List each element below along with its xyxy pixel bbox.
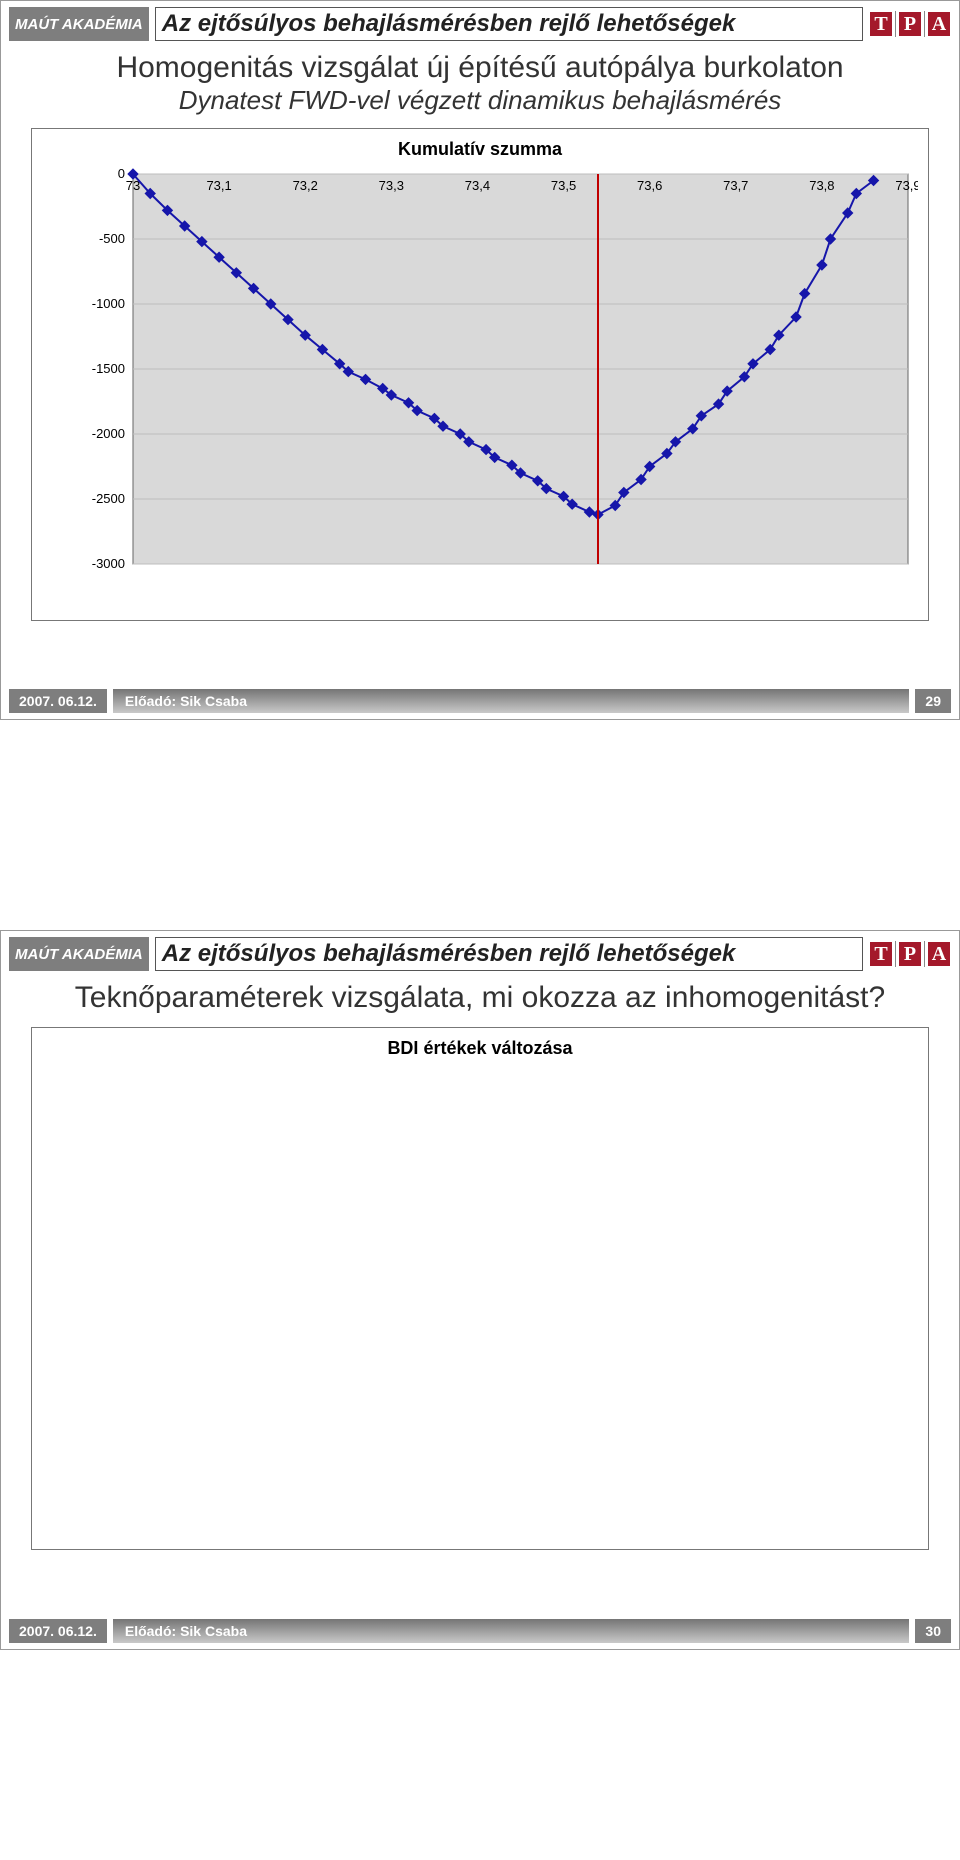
heading-block: Teknőparaméterek vizsgálata, mi okozza a… — [1, 973, 959, 1017]
heading-main: Homogenitás vizsgálat új építésű autópál… — [41, 51, 919, 85]
chart-2-frame: BDI értékek változása — [31, 1027, 929, 1550]
logo-letter-a: A — [927, 941, 951, 967]
topbar: MAÚT AKADÉMIA Az ejtősúlyos behajlásméré… — [1, 931, 959, 973]
logo-tpa: T P A — [869, 937, 951, 971]
footer: 2007. 06.12. Előadó: Sik Csaba 30 — [9, 1619, 951, 1643]
svg-text:-500: -500 — [99, 231, 125, 246]
footer-num: 30 — [915, 1619, 951, 1643]
svg-text:73,7: 73,7 — [723, 178, 748, 193]
logo-letter-p: P — [898, 11, 922, 37]
svg-text:73,1: 73,1 — [206, 178, 231, 193]
svg-text:-1000: -1000 — [92, 296, 125, 311]
heading-sub: Dynatest FWD-vel végzett dinamikus behaj… — [41, 85, 919, 116]
top-title: Az ejtősúlyos behajlásmérésben rejlő leh… — [162, 10, 736, 38]
chart-1-frame: Kumulatív szumma 0 -500 -1000 -1500 -2000 -25… — [31, 128, 929, 621]
top-title-cell: Az ejtősúlyos behajlásmérésben rejlő leh… — [155, 937, 863, 971]
svg-text:-2000: -2000 — [92, 426, 125, 441]
footer-date: 2007. 06.12. — [9, 689, 107, 713]
slide-1: MAÚT AKADÉMIA Az ejtősúlyos behajlásméré… — [0, 0, 960, 720]
chart-1: 0-500-1000-1500-2000-2500-30007373,173,2… — [38, 164, 918, 614]
logo-letter-t: T — [869, 941, 893, 967]
svg-text:73,8: 73,8 — [809, 178, 834, 193]
svg-text:73,2: 73,2 — [293, 178, 318, 193]
svg-text:-3000: -3000 — [92, 556, 125, 571]
footer: 2007. 06.12. Előadó: Sik Csaba 29 — [9, 689, 951, 713]
svg-text:73,3: 73,3 — [379, 178, 404, 193]
chart-2-title: BDI értékek változása — [38, 1034, 922, 1063]
top-title: Az ejtősúlyos behajlásmérésben rejlő leh… — [162, 940, 736, 968]
logo-letter-t: T — [869, 11, 893, 37]
svg-text:73,9: 73,9 — [895, 178, 918, 193]
svg-text:73,4: 73,4 — [465, 178, 490, 193]
heading-block: Homogenitás vizsgálat új építésű autópál… — [1, 43, 959, 118]
top-title-cell: Az ejtősúlyos behajlásmérésben rejlő leh… — [155, 7, 863, 41]
top-tag: MAÚT AKADÉMIA — [9, 7, 149, 41]
logo-tpa: T P A — [869, 7, 951, 41]
svg-text:73,5: 73,5 — [551, 178, 576, 193]
footer-mid: Előadó: Sik Csaba — [113, 1619, 910, 1643]
top-tag: MAÚT AKADÉMIA — [9, 937, 149, 971]
svg-text:0: 0 — [118, 166, 125, 181]
footer-num: 29 — [915, 689, 951, 713]
svg-text:-2500: -2500 — [92, 491, 125, 506]
footer-mid: Előadó: Sik Csaba — [113, 689, 910, 713]
slide-2: MAÚT AKADÉMIA Az ejtősúlyos behajlásméré… — [0, 930, 960, 1650]
heading-main: Teknőparaméterek vizsgálata, mi okozza a… — [41, 981, 919, 1015]
svg-text:-1500: -1500 — [92, 361, 125, 376]
logo-letter-a: A — [927, 11, 951, 37]
topbar: MAÚT AKADÉMIA Az ejtősúlyos behajlásméré… — [1, 1, 959, 43]
svg-text:73,6: 73,6 — [637, 178, 662, 193]
chart-1-title: Kumulatív szumma — [38, 135, 922, 164]
footer-date: 2007. 06.12. — [9, 1619, 107, 1643]
chart-2 — [38, 1063, 918, 1543]
logo-letter-p: P — [898, 941, 922, 967]
